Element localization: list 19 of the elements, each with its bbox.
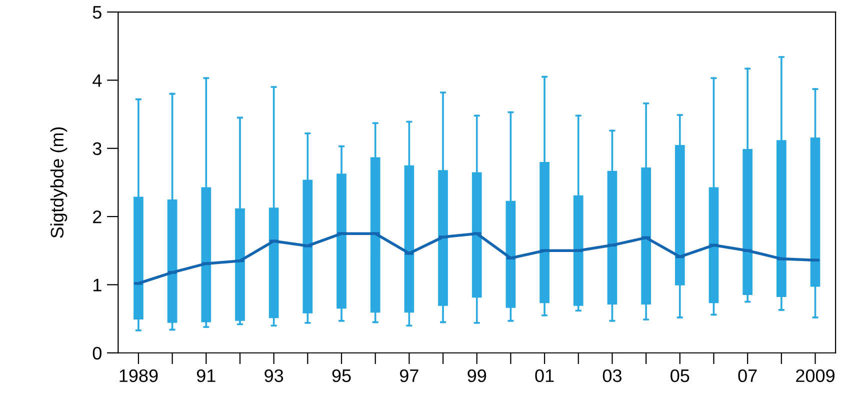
y-tick-label: 0 [92,346,102,360]
x-tick-label: 93 [264,369,284,382]
x-tick-label: 2009 [796,369,834,382]
x-tick-label: 1989 [120,369,158,382]
y-tick-label: 5 [92,6,102,19]
x-tick-label: 07 [738,369,757,382]
y-tick-label: 4 [92,74,102,87]
x-tick-label: 97 [400,369,418,382]
y-tick-label: 1 [94,278,102,292]
x-tick-label: 95 [332,369,351,382]
x-tick-label: 05 [670,369,690,382]
y-tick-label: 3 [92,142,102,156]
x-tick-label: 01 [535,369,554,382]
y-axis-title: Sigtdybde (m) [50,127,68,238]
x-tick-label: 99 [468,369,486,382]
x-tick-label: 03 [602,369,622,382]
y-tick-label: 2 [93,210,102,224]
line-series [137,232,817,285]
x-tick-label: 91 [196,369,216,382]
